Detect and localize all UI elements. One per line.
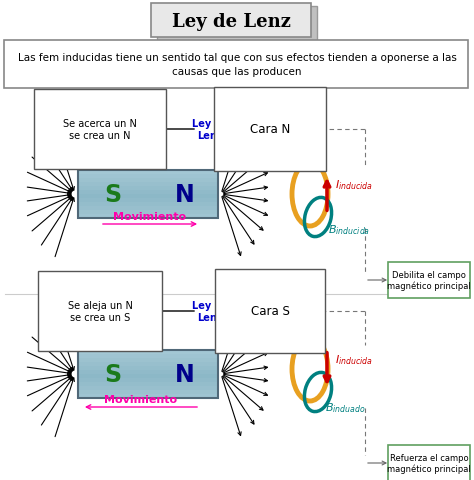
Bar bbox=[78, 378, 218, 383]
Bar bbox=[78, 211, 218, 215]
Bar bbox=[78, 179, 218, 183]
Text: Cara N: Cara N bbox=[250, 123, 290, 136]
Bar bbox=[78, 203, 218, 207]
Bar bbox=[78, 194, 218, 199]
FancyBboxPatch shape bbox=[151, 4, 311, 38]
Bar bbox=[78, 206, 218, 211]
Text: Debilita el campo
magnético principal: Debilita el campo magnético principal bbox=[387, 270, 471, 290]
Text: Se aleja un N
se crea un S: Se aleja un N se crea un S bbox=[68, 300, 132, 322]
Text: Ley de
Lenz: Ley de Lenz bbox=[192, 300, 228, 322]
Text: $B_{induado}$: $B_{induado}$ bbox=[325, 400, 366, 414]
Bar bbox=[78, 370, 218, 375]
Bar bbox=[78, 182, 218, 187]
Bar bbox=[78, 386, 218, 391]
Text: S: S bbox=[104, 182, 121, 206]
Bar bbox=[78, 366, 218, 371]
Bar bbox=[78, 171, 218, 218]
Bar bbox=[78, 374, 218, 379]
Bar bbox=[78, 394, 218, 399]
Bar bbox=[78, 215, 218, 219]
Text: N: N bbox=[175, 182, 195, 206]
Text: Refuerza el campo
magnético principal: Refuerza el campo magnético principal bbox=[387, 453, 471, 473]
Text: N: N bbox=[175, 362, 195, 386]
Bar bbox=[78, 390, 218, 395]
Bar bbox=[78, 354, 218, 359]
Bar bbox=[78, 175, 218, 179]
Bar bbox=[78, 187, 218, 191]
Text: Ley de
Lenz: Ley de Lenz bbox=[192, 119, 228, 141]
Text: $I_{inducida}$: $I_{inducida}$ bbox=[335, 178, 373, 192]
Text: Ley de Lenz: Ley de Lenz bbox=[172, 13, 291, 31]
Bar bbox=[78, 171, 218, 175]
Bar bbox=[78, 350, 218, 355]
Bar bbox=[78, 191, 218, 195]
Text: S: S bbox=[104, 362, 121, 386]
Bar bbox=[78, 358, 218, 363]
FancyBboxPatch shape bbox=[157, 7, 317, 41]
FancyBboxPatch shape bbox=[4, 41, 468, 89]
Text: Movimiento: Movimiento bbox=[113, 212, 187, 222]
Text: $I_{inducida}$: $I_{inducida}$ bbox=[335, 352, 373, 366]
Bar bbox=[78, 382, 218, 387]
Text: $B_{inducida}$: $B_{inducida}$ bbox=[328, 223, 370, 237]
Text: Cara S: Cara S bbox=[251, 305, 290, 318]
Bar bbox=[78, 350, 218, 398]
FancyBboxPatch shape bbox=[388, 445, 470, 480]
Text: Las fem inducidas tiene un sentido tal que con sus efectos tienden a oponerse a : Las fem inducidas tiene un sentido tal q… bbox=[18, 53, 456, 77]
Text: Se acerca un N
se crea un N: Se acerca un N se crea un N bbox=[63, 119, 137, 141]
Text: Movimiento: Movimiento bbox=[104, 394, 178, 404]
Bar bbox=[78, 362, 218, 367]
FancyBboxPatch shape bbox=[388, 263, 470, 299]
Bar bbox=[78, 199, 218, 203]
